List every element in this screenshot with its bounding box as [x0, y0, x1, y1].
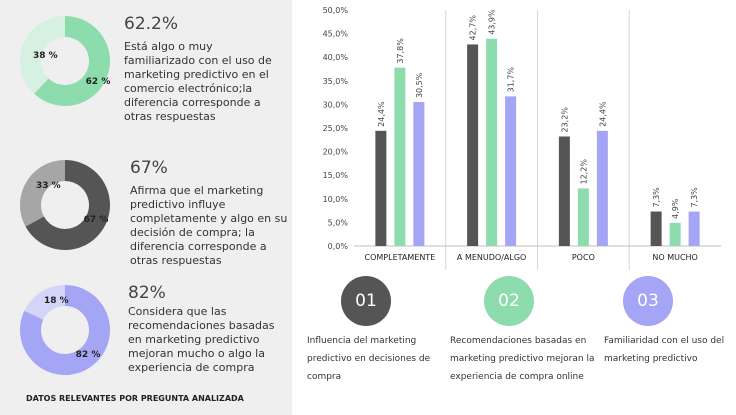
bar	[669, 222, 681, 246]
y-tick-label: 25,0%	[323, 124, 349, 133]
donut-segment-other	[20, 160, 65, 227]
bar	[558, 136, 570, 246]
stat-percent: 62.2%	[124, 14, 179, 34]
donut-segment-main	[25, 160, 110, 250]
category-label: COMPLETAMENTE	[365, 253, 436, 262]
donut-segment-other	[19, 16, 65, 94]
donut-label-major: 62 %	[86, 77, 111, 87]
y-tick-label: 35,0%	[323, 77, 349, 86]
stat-description: Está algo o muy familiarizado con el uso…	[124, 40, 272, 123]
legend-badge-02: 02	[484, 276, 534, 326]
donut-label-minor: 38 %	[33, 51, 58, 61]
donut-chart-familiarity: 38 % 62 %	[19, 16, 111, 106]
bar	[394, 67, 406, 246]
footer-note: DATOS RELEVANTES POR PREGUNTA ANALIZADA	[26, 394, 244, 403]
legend-text-02: Recomendaciones basadas en marketing pre…	[450, 336, 595, 382]
donut-chart-influence: 33 % 67 %	[20, 160, 110, 250]
bar-value-label: 43,9%	[488, 9, 497, 35]
bar-value-label: 12,2%	[579, 159, 588, 185]
bar-chart: 0,0% 5,0% 10,0% 15,0% 20,0% 25,0% 30,0% 35,0% 40…	[323, 6, 721, 270]
bar-value-label: 7,3%	[690, 187, 699, 208]
y-tick-label: 5,0%	[328, 218, 349, 227]
y-tick-label: 30,0%	[323, 100, 349, 109]
y-tick-label: 45,0%	[323, 30, 349, 39]
donut-label-major: 82 %	[76, 350, 101, 360]
y-tick-label: 0,0%	[328, 242, 349, 251]
bar	[688, 211, 700, 246]
donut-segment-main	[20, 285, 110, 375]
bar	[413, 102, 425, 246]
bar-value-label: 24,4%	[377, 101, 386, 127]
stat-description: Considera que las recomendaciones basada…	[128, 305, 275, 374]
bar-value-label: 4,9%	[671, 198, 680, 219]
bar-value-label: 23,2%	[560, 107, 569, 133]
bars	[375, 38, 700, 247]
donut-label-minor: 18 %	[44, 296, 69, 306]
bar-value-label: 31,7%	[507, 67, 516, 93]
bar	[596, 130, 608, 246]
summary-panel: 38 % 62 % 62.2% Está algo o muy familiar…	[0, 0, 292, 415]
legend-text-01: Influencia del marketing predictivo en d…	[307, 336, 431, 382]
category-label: NO MUCHO	[652, 253, 697, 262]
stat-description: Afirma que el marketing predictivo influ…	[130, 184, 288, 267]
bar	[505, 96, 517, 246]
y-tick-label: 20,0%	[323, 148, 349, 157]
bar-value-label: 24,4%	[598, 101, 607, 127]
bar	[650, 211, 662, 246]
legend-badge-03: 03	[623, 276, 673, 326]
y-tick-label: 10,0%	[323, 195, 349, 204]
y-axis: 0,0% 5,0% 10,0% 15,0% 20,0% 25,0% 30,0% 35,0% 40…	[323, 6, 349, 251]
category-label: A MENUDO/ALGO	[457, 253, 526, 262]
bar-value-label: 7,3%	[652, 187, 661, 208]
bar-value-label: 42,7%	[469, 15, 478, 41]
bar	[486, 38, 498, 247]
y-tick-label: 15,0%	[323, 171, 349, 180]
value-labels: 24,4% 37,8% 30,5% 42,7% 43,9% 31,7% 23,2% 12,2%…	[377, 9, 699, 219]
y-tick-label: 50,0%	[323, 6, 349, 15]
bar	[467, 44, 479, 247]
bar-value-label: 30,5%	[415, 72, 424, 98]
legend-text-03: Familiaridad con el uso del marketing pr…	[604, 336, 725, 364]
stat-percent: 67%	[130, 158, 168, 178]
donut-chart-recommendations: 18 % 82 %	[20, 285, 110, 375]
category-labels: COMPLETAMENTE A MENUDO/ALGO POCO NO MUCHO	[365, 253, 698, 262]
bar-value-label: 37,8%	[396, 38, 405, 64]
bar	[577, 188, 589, 246]
y-tick-label: 40,0%	[323, 53, 349, 62]
donut-label-minor: 33 %	[36, 181, 61, 191]
category-label: POCO	[572, 253, 595, 262]
stat-percent: 82%	[128, 283, 166, 303]
donut-label-major: 67 %	[84, 215, 109, 225]
legend-badge-01: 01	[341, 276, 391, 326]
category-separators	[354, 10, 721, 270]
bar	[375, 130, 387, 246]
donut-segment-other	[24, 285, 65, 320]
donut-segment-main	[34, 16, 110, 106]
